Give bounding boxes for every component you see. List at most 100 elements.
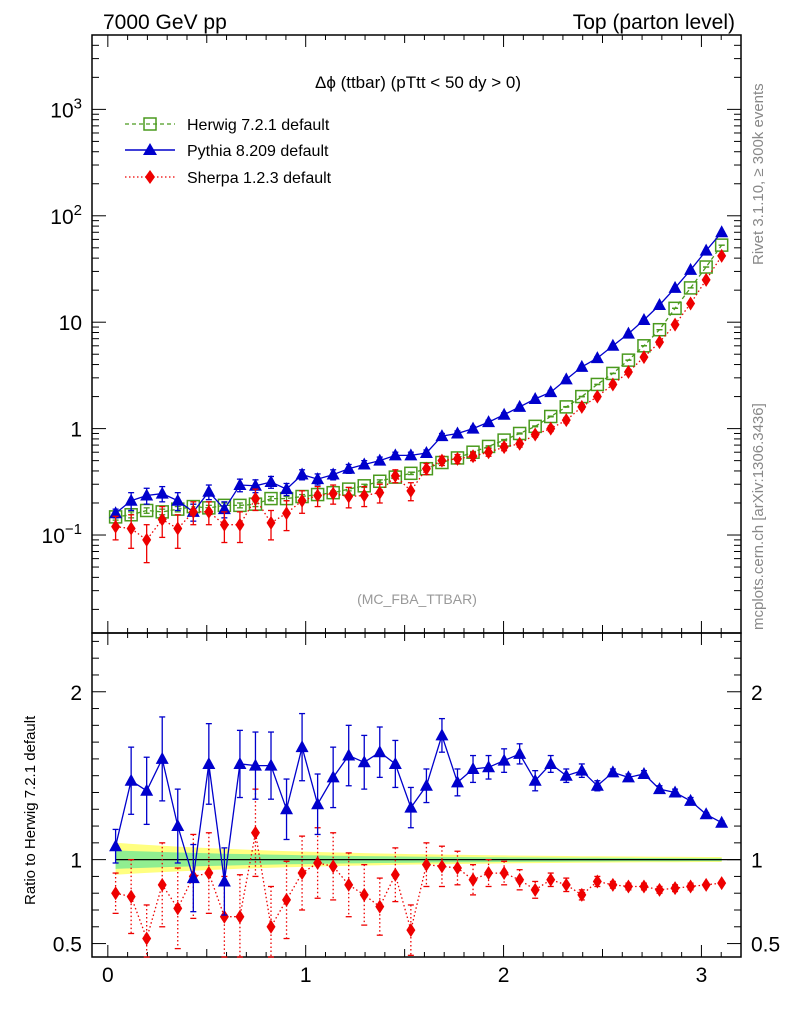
pythia-ratio-point xyxy=(404,800,418,813)
pythia-point xyxy=(109,506,123,519)
pythia-ratio-point xyxy=(606,765,620,778)
pythia-point xyxy=(590,351,604,364)
sherpa-point xyxy=(655,335,665,350)
pythia-ratio-line xyxy=(114,733,723,882)
pythia-ratio-point xyxy=(497,753,511,766)
pythia-point xyxy=(171,493,185,506)
sherpa-point xyxy=(313,488,323,503)
pythia-ratio-point xyxy=(342,748,356,761)
pythia-ratio-point xyxy=(715,815,729,828)
pythia-ratio-point xyxy=(280,802,294,815)
header-right: Top (parton level) xyxy=(573,11,735,34)
herwig-point xyxy=(404,466,418,481)
pythia-ratio-point xyxy=(388,756,402,769)
pythia-point xyxy=(357,457,371,470)
main-y-tick-label-base: 10 xyxy=(42,525,65,548)
pythia-ratio-point xyxy=(637,767,651,780)
sherpa-ratio-point xyxy=(313,855,323,870)
pythia-ratio-point xyxy=(311,797,325,810)
mcplots-label: mcplots.cern.ch [arXiv:1306.3436] xyxy=(750,403,767,630)
herwig-point xyxy=(699,260,713,274)
pythia-ratio-point xyxy=(109,839,123,852)
main-y-tick-label: 102 xyxy=(50,202,82,229)
sherpa-ratio-point xyxy=(204,866,214,881)
sherpa-ratio-point xyxy=(515,872,525,887)
pythia-ratio-point xyxy=(217,874,231,887)
pythia-point xyxy=(295,467,309,480)
sherpa-ratio-point xyxy=(670,881,680,896)
sherpa-point xyxy=(328,486,338,501)
pythia-ratio-point xyxy=(202,756,216,769)
sherpa-ratio-point xyxy=(577,887,587,902)
main-y-tick-label-base: 10 xyxy=(50,206,73,229)
pythia-ratio-point xyxy=(513,746,527,759)
legend-entry-sherpa: Sherpa 1.2.3 default xyxy=(125,170,332,187)
pythia-point xyxy=(140,488,154,501)
sherpa-ratio-point xyxy=(608,877,618,892)
sherpa-ratio-point xyxy=(701,877,711,892)
pythia-point xyxy=(217,502,231,515)
sherpa-ratio-point xyxy=(546,872,556,887)
sherpa-ratio-point xyxy=(328,859,338,874)
sherpa-point xyxy=(530,427,540,442)
sherpa-point xyxy=(219,517,229,532)
sherpa-ratio-point xyxy=(359,887,369,902)
pythia-ratio-point xyxy=(186,871,200,884)
sherpa-ratio-point xyxy=(266,919,276,934)
header-left: 7000 GeV pp xyxy=(103,11,227,34)
herwig-point xyxy=(233,498,247,513)
pythia-ratio-point xyxy=(544,756,558,769)
herwig-point xyxy=(668,301,682,316)
sherpa-ratio-point xyxy=(406,923,416,938)
sherpa-point xyxy=(608,377,618,392)
sherpa-point xyxy=(499,440,509,455)
legend-pythia-marker xyxy=(143,143,157,155)
sherpa-ratio-point xyxy=(592,874,602,889)
main-y-tick-label-exp: 3 xyxy=(74,95,82,112)
pythia-point xyxy=(280,482,294,495)
pythia-point xyxy=(544,385,558,398)
sherpa-point xyxy=(592,389,602,404)
pythia-point xyxy=(202,484,216,497)
sherpa-ratio-point xyxy=(173,901,183,916)
sherpa-point xyxy=(437,453,447,468)
pythia-point xyxy=(653,298,667,311)
pythia-ratio-point xyxy=(528,773,542,786)
sherpa-point xyxy=(344,489,354,504)
pythia-ratio-point xyxy=(699,807,713,820)
sherpa-ratio-line xyxy=(115,832,722,941)
legend: Herwig 7.2.1 default Pythia 8.209 defaul… xyxy=(125,117,332,187)
sherpa-point xyxy=(126,521,136,536)
sherpa-point xyxy=(359,488,369,503)
sherpa-ratio-point xyxy=(142,931,152,946)
sherpa-point xyxy=(421,461,431,476)
herwig-point xyxy=(139,503,154,518)
main-y-tick-label: 10 xyxy=(59,312,82,335)
herwig-point xyxy=(621,353,636,367)
sherpa-point xyxy=(452,451,462,466)
sherpa-ratio-point xyxy=(344,877,354,892)
main-y-tick-label-exp: 2 xyxy=(74,202,82,219)
pythia-ratio-point xyxy=(559,768,573,781)
sherpa-ratio-point xyxy=(639,879,649,894)
pythia-ratio-point xyxy=(248,758,262,771)
sherpa-point xyxy=(670,317,680,332)
sherpa-ratio-point xyxy=(655,882,665,897)
pythia-ratio-point xyxy=(653,782,667,795)
sherpa-point xyxy=(717,248,727,263)
sherpa-ratio-point xyxy=(499,866,509,881)
sherpa-ratio-point xyxy=(375,899,385,914)
pythia-point xyxy=(699,243,713,256)
sherpa-point xyxy=(546,421,556,436)
sherpa-ratio-point xyxy=(530,882,540,897)
pythia-ratio-point xyxy=(419,778,433,791)
main-plot-title: Δϕ (ttbar) (pTtt < 50 dy > 0) xyxy=(315,73,521,92)
sherpa-point xyxy=(701,272,711,287)
sherpa-point xyxy=(250,491,260,506)
ratio-x-tick-label: 0 xyxy=(102,964,114,987)
pythia-ratio-point xyxy=(575,763,589,776)
pythia-point xyxy=(435,429,449,442)
pythia-point xyxy=(388,448,402,461)
